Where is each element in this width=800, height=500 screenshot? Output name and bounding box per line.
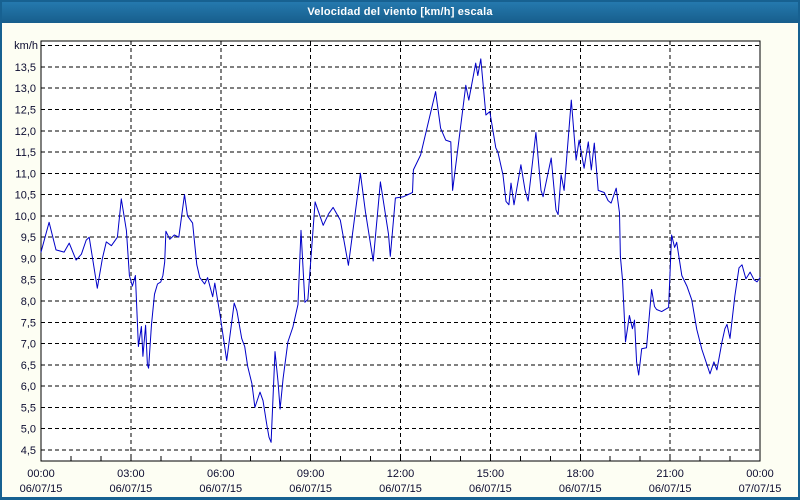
y-tick-label: 13,5 xyxy=(15,62,36,74)
chart-title: Velocidad del viento [km/h] escala xyxy=(307,6,493,18)
x-tick-time-label: 03:00 xyxy=(117,468,145,480)
x-tick-time-label: 09:00 xyxy=(297,468,325,480)
y-tick-label: 5,0 xyxy=(21,424,36,436)
y-tick-label: 11,5 xyxy=(15,147,36,159)
y-tick-label: 7,0 xyxy=(21,339,36,351)
y-tick-label: 5,5 xyxy=(21,402,36,414)
chart-title-bar: Velocidad del viento [km/h] escala xyxy=(2,2,798,23)
y-tick-label: 10,0 xyxy=(15,211,36,223)
x-tick-time-label: 00:00 xyxy=(27,468,55,480)
x-tick-date-label: 06/07/15 xyxy=(289,483,332,495)
x-tick-date-label: 06/07/15 xyxy=(379,483,422,495)
y-tick-label: 8,5 xyxy=(21,275,36,287)
x-tick-time-label: 21:00 xyxy=(656,468,684,480)
wind-speed-line xyxy=(40,58,761,443)
y-tick-label: 6,5 xyxy=(21,360,36,372)
y-tick-label: 8,0 xyxy=(21,296,36,308)
x-tick-date-label: 06/07/15 xyxy=(199,483,242,495)
x-tick-date-label: 06/07/15 xyxy=(649,483,692,495)
y-tick-label: 13,0 xyxy=(15,83,36,95)
x-tick-date-label: 06/07/15 xyxy=(20,483,63,495)
y-tick-label: 10,5 xyxy=(15,190,36,202)
x-tick-time-label: 15:00 xyxy=(477,468,505,480)
x-tick-time-label: 18:00 xyxy=(566,468,594,480)
chart-area: km/h 13,5 13,0 12,5 12,0 11,5 11,0 10,5 10,0 9,5 9… xyxy=(2,23,798,497)
y-tick-label: 6,0 xyxy=(21,381,36,393)
x-tick-time-label: 12:00 xyxy=(387,468,415,480)
x-tick-date-label: 06/07/15 xyxy=(469,483,512,495)
wind-speed-chart: km/h 13,5 13,0 12,5 12,0 11,5 11,0 10,5 10,0 9,5 9… xyxy=(14,40,782,495)
y-tick-label: 12,5 xyxy=(15,105,36,117)
x-tick-date-label: 06/07/15 xyxy=(559,483,602,495)
x-tick-date-label: 07/07/15 xyxy=(739,483,782,495)
y-tick-label: 12,0 xyxy=(15,126,36,138)
y-tick-label: 7,5 xyxy=(21,317,36,329)
y-axis-unit-label: km/h xyxy=(14,40,38,52)
x-tick-time-label: 06:00 xyxy=(207,468,235,480)
y-tick-label: 9,5 xyxy=(21,232,36,244)
y-tick-label: 4,5 xyxy=(21,445,36,457)
x-tick-time-label: 00:00 xyxy=(746,468,774,480)
x-tick-date-label: 06/07/15 xyxy=(109,483,152,495)
y-tick-label: 9,0 xyxy=(21,253,36,265)
y-tick-label: 11,0 xyxy=(15,168,36,180)
